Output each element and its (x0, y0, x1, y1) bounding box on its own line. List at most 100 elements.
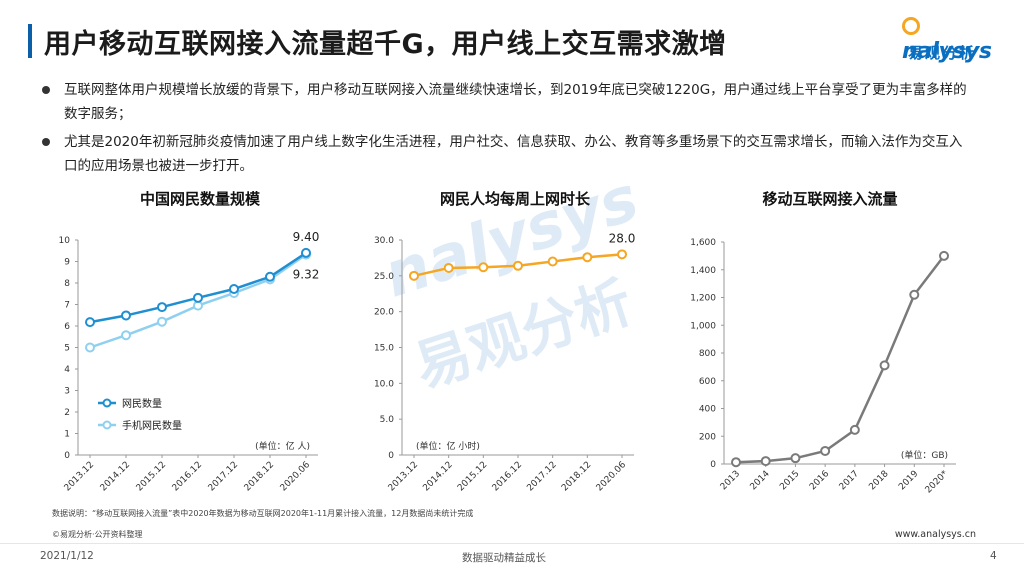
data-point (157, 316, 167, 327)
data-point (409, 270, 419, 281)
y-tick-label: 1,400 (690, 266, 716, 276)
data-point (547, 256, 558, 267)
y-tick-label: 10.0 (374, 379, 394, 389)
y-tick-label: 20.0 (374, 308, 394, 318)
data-label: 9.40 (293, 230, 320, 244)
data-point (617, 249, 627, 260)
logo-wordmark: nalysys (902, 14, 1002, 64)
bullet-text: 互联网整体用户规模增长放缓的背景下，用户移动互联网接入流量继续快速增长，到201… (64, 82, 967, 122)
y-tick-label: 0 (64, 451, 70, 461)
x-tick-label: 2020* (924, 469, 951, 496)
data-point (760, 456, 771, 467)
x-tick-label: 2016.12 (491, 460, 524, 493)
x-tick-label: 2017 (838, 469, 861, 492)
x-tick-label: 2015.12 (135, 460, 168, 493)
data-point (193, 292, 203, 303)
y-tick-label: 5.0 (380, 415, 395, 425)
bullet-item: 尤其是2020年初新冠肺炎疫情加速了用户线上数字化生活进程，用户社交、信息获取、… (42, 130, 974, 178)
chart-mobile-traffic: 0 200 400 600 800 1,000 1,200 1,400 1,600 2013 201… (690, 238, 956, 496)
data-point (85, 342, 95, 353)
bullet-dot-icon (42, 138, 50, 146)
x-tick-label: 2019 (897, 469, 920, 492)
y-tick-label: 9 (64, 258, 70, 268)
footer-date: 2021/1/12 (40, 550, 94, 562)
x-tick-label: 2018.12 (243, 460, 276, 493)
footer-divider (0, 543, 1024, 544)
page-title: 用户移动互联网接入流量超千G，用户线上交互需求激增 (44, 29, 727, 60)
bullet-dot-icon (42, 86, 50, 94)
data-point (879, 360, 890, 371)
y-tick-label: 400 (699, 405, 716, 415)
x-tick-label: 2018 (867, 469, 890, 492)
x-tick-label: 2015 (778, 469, 801, 492)
data-point (121, 330, 131, 341)
bullet-list: 互联网整体用户规模增长放缓的背景下，用户移动互联网接入流量继续快速增长，到201… (42, 78, 974, 178)
chart-title-mobile-traffic: 移动互联网接入流量 (762, 190, 898, 208)
data-point (820, 445, 831, 456)
data-point (731, 457, 741, 468)
data-point (301, 247, 311, 258)
y-tick-label: 600 (699, 377, 716, 387)
data-point (790, 453, 801, 464)
data-point (443, 262, 454, 273)
data-point (229, 284, 239, 295)
footer-slogan: 数据驱动精益成长 (462, 552, 546, 564)
unit-label: (单位：GB) (901, 449, 948, 461)
y-tick-label: 1,600 (690, 238, 716, 248)
data-point (157, 302, 167, 313)
chart-netizens: 0 1 2 3 4 5 6 7 8 9 10 2013.12 2014.12 2015.12 2016.12… (59, 230, 320, 494)
y-tick-label: 0 (710, 460, 716, 470)
x-tick-label: 2014 (749, 469, 772, 492)
data-note: 数据说明：“移动互联网接入流量”表中2020年数据为移动互联网2020年1-11… (52, 509, 474, 518)
y-tick-label: 3 (64, 387, 70, 397)
bullet-text: 尤其是2020年初新冠肺炎疫情加速了用户线上数字化生活进程，用户社交、信息获取、… (64, 134, 963, 174)
x-tick-label: 2014.12 (99, 460, 132, 493)
data-point (478, 262, 489, 273)
data-point (265, 271, 275, 282)
data-point (939, 250, 949, 261)
data-point (582, 252, 593, 263)
y-tick-label: 10 (59, 236, 71, 246)
x-tick-label: 2013.12 (387, 460, 420, 493)
y-tick-label: 1,000 (690, 321, 716, 331)
unit-label: (单位：亿 人) (255, 440, 310, 452)
y-tick-label: 5 (64, 344, 70, 354)
y-tick-label: 200 (699, 432, 716, 442)
legend-marker (102, 398, 112, 408)
site-link[interactable]: www.analysys.cn (894, 529, 976, 540)
title-accent-bar (28, 24, 32, 58)
y-tick-label: 30.0 (374, 236, 394, 246)
data-point (121, 310, 131, 321)
x-tick-label: 2020.06 (595, 460, 629, 494)
x-tick-label: 2015.12 (456, 460, 489, 493)
series-line (735, 255, 945, 464)
y-tick-label: 1 (64, 430, 70, 440)
x-tick-label: 2018.12 (560, 460, 593, 493)
y-tick-label: 7 (64, 301, 70, 311)
x-tick-label: 2013 (719, 469, 742, 492)
bullet-item: 互联网整体用户规模增长放缓的背景下，用户移动互联网接入流量继续快速增长，到201… (42, 78, 974, 126)
x-tick-label: 2016.12 (171, 460, 204, 493)
page-number: 4 (990, 550, 997, 562)
x-tick-label: 2014.12 (421, 460, 454, 493)
legend-marker (102, 420, 112, 430)
analysys-logo: nalysys 易观分析 (898, 14, 1002, 66)
y-tick-label: 800 (699, 349, 716, 359)
x-tick-label: 2020.06 (279, 460, 313, 494)
data-label: 28.0 (609, 231, 636, 245)
data-point (85, 317, 95, 328)
series-line (89, 251, 307, 324)
x-tick-label: 2013.12 (63, 460, 96, 493)
chart-title-netizens: 中国网民数量规模 (139, 190, 260, 208)
y-tick-label: 1,200 (690, 294, 716, 304)
data-point (513, 260, 523, 271)
y-tick-label: 6 (64, 322, 70, 332)
data-point (849, 424, 860, 435)
x-tick-label: 2017.12 (525, 460, 558, 493)
legend-label: 手机网民数量 (122, 419, 182, 432)
y-tick-label: 2 (64, 408, 70, 418)
logo-o-icon (902, 17, 920, 35)
source-note: ©易观分析·公开资料整理 (52, 530, 143, 539)
data-point (909, 289, 920, 300)
y-tick-label: 0 (388, 451, 394, 461)
